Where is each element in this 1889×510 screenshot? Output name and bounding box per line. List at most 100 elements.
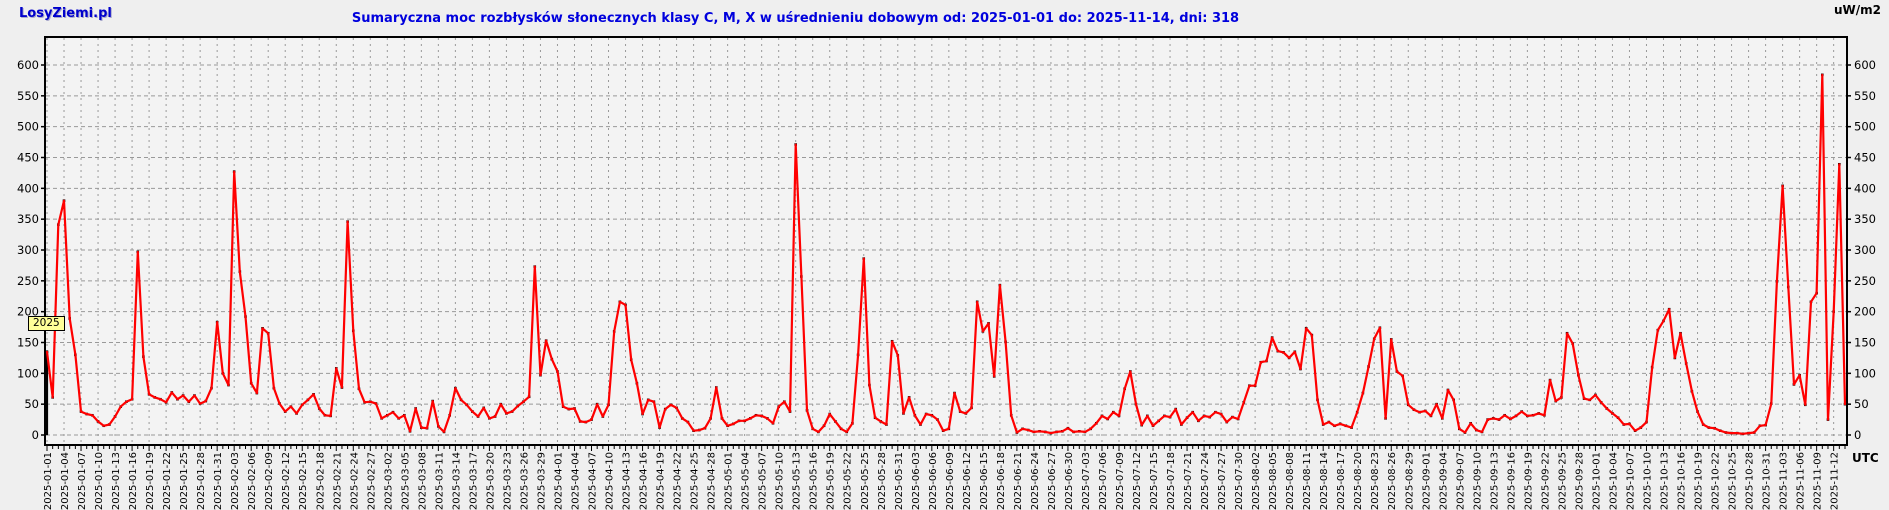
svg-text:400: 400 bbox=[17, 181, 39, 195]
svg-text:2025-10-19: 2025-10-19 bbox=[1694, 452, 1705, 510]
svg-text:0: 0 bbox=[32, 428, 39, 442]
svg-text:2025-02-12: 2025-02-12 bbox=[281, 452, 292, 510]
svg-text:2025-08-05: 2025-08-05 bbox=[1268, 452, 1279, 510]
svg-text:2025-08-02: 2025-08-02 bbox=[1251, 452, 1262, 510]
svg-text:2025-07-12: 2025-07-12 bbox=[1132, 452, 1143, 510]
svg-text:2025-07-18: 2025-07-18 bbox=[1166, 452, 1177, 510]
svg-text:300: 300 bbox=[1854, 243, 1876, 257]
svg-text:2025-03-20: 2025-03-20 bbox=[485, 452, 496, 510]
year-badge: 2025 bbox=[28, 316, 65, 331]
svg-text:2025-03-29: 2025-03-29 bbox=[536, 452, 547, 510]
svg-text:2025-08-08: 2025-08-08 bbox=[1285, 452, 1296, 510]
svg-text:2025-07-21: 2025-07-21 bbox=[1183, 452, 1194, 510]
svg-text:2025-11-06: 2025-11-06 bbox=[1796, 452, 1807, 510]
svg-text:300: 300 bbox=[17, 243, 39, 257]
svg-text:2025-05-19: 2025-05-19 bbox=[826, 452, 837, 510]
svg-text:2025-04-22: 2025-04-22 bbox=[673, 452, 684, 510]
svg-text:2025-09-28: 2025-09-28 bbox=[1574, 452, 1585, 510]
svg-text:2025-04-10: 2025-04-10 bbox=[605, 452, 616, 510]
svg-text:2025-02-06: 2025-02-06 bbox=[247, 452, 258, 510]
svg-text:2025-09-04: 2025-09-04 bbox=[1438, 452, 1449, 510]
svg-text:2025-05-31: 2025-05-31 bbox=[894, 452, 905, 510]
svg-text:2025-07-27: 2025-07-27 bbox=[1217, 452, 1228, 510]
plot-border bbox=[44, 36, 1848, 446]
svg-text:2025-01-01: 2025-01-01 bbox=[43, 452, 54, 510]
site-logo[interactable]: LosyZiemi.pl bbox=[19, 6, 112, 21]
svg-text:2025-08-20: 2025-08-20 bbox=[1353, 452, 1364, 510]
svg-text:2025-04-01: 2025-04-01 bbox=[553, 452, 564, 510]
svg-text:2025-10-25: 2025-10-25 bbox=[1728, 452, 1739, 510]
svg-text:2025-01-19: 2025-01-19 bbox=[145, 452, 156, 510]
svg-text:350: 350 bbox=[1854, 212, 1876, 226]
svg-text:2025-06-30: 2025-06-30 bbox=[1064, 452, 1075, 510]
svg-text:2025-01-25: 2025-01-25 bbox=[179, 452, 190, 510]
svg-text:2025-01-10: 2025-01-10 bbox=[94, 452, 105, 510]
svg-text:2025-01-04: 2025-01-04 bbox=[60, 452, 71, 510]
svg-text:2025-04-25: 2025-04-25 bbox=[690, 452, 701, 510]
svg-text:2025-02-09: 2025-02-09 bbox=[264, 452, 275, 510]
svg-text:2025-07-09: 2025-07-09 bbox=[1115, 452, 1126, 510]
svg-text:2025-06-09: 2025-06-09 bbox=[945, 452, 956, 510]
svg-text:0: 0 bbox=[1854, 428, 1861, 442]
svg-text:2025-10-22: 2025-10-22 bbox=[1711, 452, 1722, 510]
svg-text:2025-05-16: 2025-05-16 bbox=[809, 452, 820, 510]
svg-text:2025-04-19: 2025-04-19 bbox=[656, 452, 667, 510]
svg-text:2025-07-03: 2025-07-03 bbox=[1081, 452, 1092, 510]
svg-text:2025-10-31: 2025-10-31 bbox=[1762, 452, 1773, 510]
svg-text:2025-04-13: 2025-04-13 bbox=[622, 452, 633, 510]
svg-text:2025-02-15: 2025-02-15 bbox=[298, 452, 309, 510]
svg-text:2025-03-05: 2025-03-05 bbox=[400, 452, 411, 510]
svg-text:250: 250 bbox=[17, 274, 39, 288]
svg-text:2025-08-14: 2025-08-14 bbox=[1319, 452, 1330, 510]
svg-text:2025-06-24: 2025-06-24 bbox=[1030, 452, 1041, 510]
svg-text:2025-06-12: 2025-06-12 bbox=[962, 452, 973, 510]
svg-text:2025-08-23: 2025-08-23 bbox=[1370, 452, 1381, 510]
svg-text:100: 100 bbox=[1854, 366, 1876, 380]
svg-text:2025-08-11: 2025-08-11 bbox=[1302, 452, 1313, 510]
chart-title: Sumaryczna moc rozbłysków słonecznych kl… bbox=[351, 11, 1240, 26]
svg-text:2025-01-28: 2025-01-28 bbox=[196, 452, 207, 510]
svg-text:2025-06-06: 2025-06-06 bbox=[928, 452, 939, 510]
svg-text:50: 50 bbox=[24, 397, 39, 411]
svg-text:450: 450 bbox=[1854, 151, 1876, 165]
svg-text:2025-08-29: 2025-08-29 bbox=[1404, 452, 1415, 510]
svg-text:150: 150 bbox=[1854, 336, 1876, 350]
svg-text:2025-10-16: 2025-10-16 bbox=[1677, 452, 1688, 510]
gridlines bbox=[46, 38, 1846, 444]
svg-text:2025-06-03: 2025-06-03 bbox=[911, 452, 922, 510]
y-axis-labels-left: 0 50 100 150 200 250 300 350 400 450 500 550 600 bbox=[17, 58, 39, 442]
axis-ticks bbox=[41, 64, 1851, 451]
svg-text:500: 500 bbox=[1854, 120, 1876, 134]
svg-text:2025-05-01: 2025-05-01 bbox=[724, 452, 735, 510]
svg-text:2025-01-16: 2025-01-16 bbox=[128, 452, 139, 510]
svg-text:2025-07-15: 2025-07-15 bbox=[1149, 452, 1160, 510]
svg-text:2025-06-21: 2025-06-21 bbox=[1013, 452, 1024, 510]
svg-text:2025-04-28: 2025-04-28 bbox=[707, 452, 718, 510]
svg-text:2025-10-07: 2025-10-07 bbox=[1625, 452, 1636, 510]
svg-text:2025-05-25: 2025-05-25 bbox=[860, 452, 871, 510]
svg-text:2025-11-12: 2025-11-12 bbox=[1830, 452, 1841, 510]
svg-text:100: 100 bbox=[17, 366, 39, 380]
svg-text:2025-06-18: 2025-06-18 bbox=[996, 452, 1007, 510]
svg-text:150: 150 bbox=[17, 336, 39, 350]
svg-text:2025-03-08: 2025-03-08 bbox=[417, 452, 428, 510]
svg-text:450: 450 bbox=[17, 151, 39, 165]
svg-text:2025-09-16: 2025-09-16 bbox=[1506, 452, 1517, 510]
svg-text:2025-05-13: 2025-05-13 bbox=[792, 452, 803, 510]
svg-text:2025-10-28: 2025-10-28 bbox=[1745, 452, 1756, 510]
y-axis-labels-right: 0 50 100 150 200 250 300 350 400 450 500 550 600 bbox=[1854, 58, 1876, 442]
svg-text:2025-09-07: 2025-09-07 bbox=[1455, 452, 1466, 510]
svg-text:200: 200 bbox=[1854, 305, 1876, 319]
svg-text:2025-04-04: 2025-04-04 bbox=[570, 452, 581, 510]
svg-text:2025-07-24: 2025-07-24 bbox=[1200, 452, 1211, 510]
svg-text:50: 50 bbox=[1854, 397, 1869, 411]
svg-text:2025-03-17: 2025-03-17 bbox=[468, 452, 479, 510]
svg-text:2025-11-03: 2025-11-03 bbox=[1779, 452, 1790, 510]
svg-text:2025-05-28: 2025-05-28 bbox=[877, 452, 888, 510]
svg-text:2025-03-14: 2025-03-14 bbox=[451, 452, 462, 510]
y-axis-unit-label: uW/m2 bbox=[1833, 3, 1881, 17]
svg-text:2025-08-26: 2025-08-26 bbox=[1387, 452, 1398, 510]
svg-text:2025-10-04: 2025-10-04 bbox=[1608, 452, 1619, 510]
svg-text:550: 550 bbox=[17, 89, 39, 103]
